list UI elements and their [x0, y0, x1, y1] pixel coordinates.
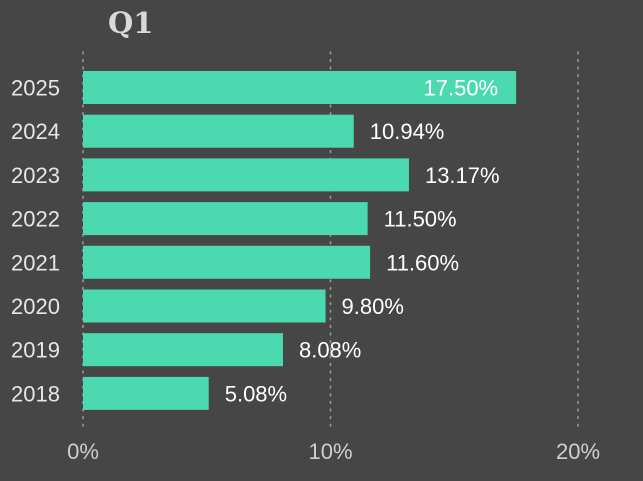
- category-label-2025: 2025: [11, 76, 60, 101]
- data-label-2024: 10.94%: [370, 119, 445, 144]
- bar-2025: [83, 71, 517, 104]
- x-axis-tick-labels: 0% 10% 20%: [67, 439, 600, 464]
- category-label-2020: 2020: [11, 294, 60, 319]
- bar-2019: [83, 333, 283, 367]
- bar-2021: [83, 245, 371, 279]
- bar-2023: [83, 158, 409, 192]
- data-label-2022: 11.50%: [384, 207, 457, 232]
- x-tick-label-1: 10%: [308, 439, 352, 464]
- bar-2022: [83, 202, 368, 236]
- data-label-2020: 9.80%: [342, 294, 404, 319]
- data-label-2025: 17.50%: [424, 76, 499, 101]
- x-tick-label-0: 0%: [67, 439, 99, 464]
- bar-2020: [83, 289, 326, 323]
- grid-lines: [82, 51, 579, 431]
- data-label-2018: 5.08%: [225, 381, 287, 406]
- chart-title: Q1: [108, 6, 153, 40]
- bar-2018: [83, 376, 209, 410]
- category-label-2018: 2018: [11, 381, 60, 406]
- data-label-2019: 8.08%: [299, 338, 361, 363]
- x-tick-label-2: 20%: [556, 439, 600, 464]
- bars: 17.50% 10.94% 13.17% 11.50% 11.60% 9.80% 8.08%…: [83, 71, 517, 410]
- category-label-2024: 2024: [11, 119, 60, 144]
- category-label-2021: 2021: [11, 250, 60, 275]
- category-label-2019: 2019: [11, 338, 60, 363]
- category-labels: 2025 2024 2023 2022 2021 2020 2019 2018: [11, 76, 60, 407]
- data-label-2021: 11.60%: [386, 250, 459, 275]
- category-label-2023: 2023: [11, 163, 60, 188]
- bar-2024: [83, 114, 354, 148]
- data-label-2023: 13.17%: [425, 163, 500, 188]
- category-label-2022: 2022: [11, 207, 60, 232]
